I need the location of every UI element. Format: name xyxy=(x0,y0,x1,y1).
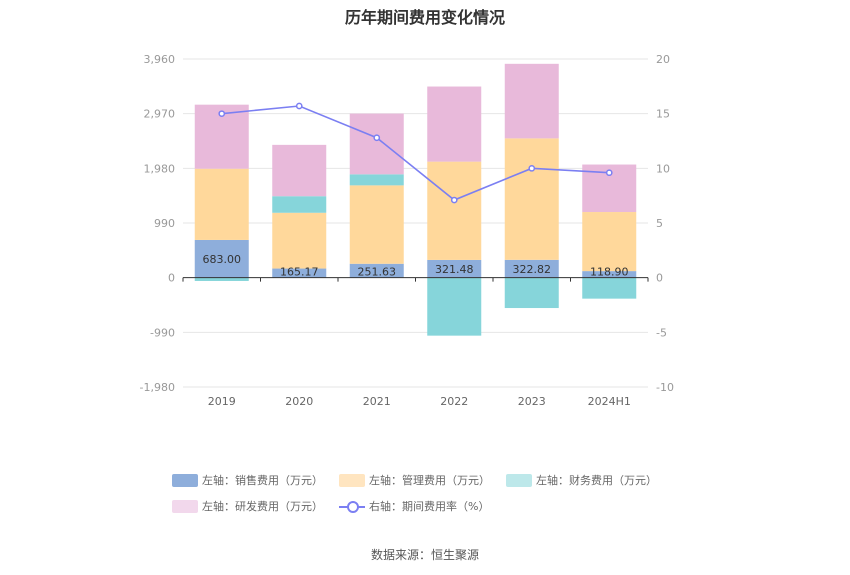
legend-label: 右轴：期间费用率（%） xyxy=(369,500,490,513)
legend-color-swatch xyxy=(172,473,198,487)
legend-label: 左轴：研发费用（万元） xyxy=(202,500,323,513)
right-axis-tick-label: 0 xyxy=(656,272,663,285)
right-axis-tick-label: 20 xyxy=(656,53,670,66)
legend-color-swatch xyxy=(506,473,532,487)
sales-expense-value-label: 321.48 xyxy=(435,263,474,276)
legend-label: 左轴：管理费用（万元） xyxy=(369,474,490,487)
legend-item[interactable]: 右轴：期间费用率（%） xyxy=(339,498,489,514)
x-axis-tick-label: 2019 xyxy=(208,395,236,408)
sales-expense-value-label: 165.17 xyxy=(280,266,319,279)
admin-expense-bar xyxy=(194,168,249,240)
expense-rate-point xyxy=(295,102,303,110)
legend-label: 左轴：财务费用（万元） xyxy=(536,474,657,487)
admin-expense-bar xyxy=(427,161,482,260)
left-axis-tick-label: 990 xyxy=(154,217,175,230)
sales-expense-value-label: 322.82 xyxy=(513,263,552,276)
right-axis-tick-label: 15 xyxy=(656,108,670,121)
finance-expense-bar xyxy=(349,174,404,186)
expense-rate-point xyxy=(218,110,226,118)
expense-rate-line xyxy=(221,105,610,201)
chart-title: 历年期间费用变化情况 xyxy=(344,8,505,27)
grid-lines xyxy=(183,58,648,388)
right-axis-tick-label: -5 xyxy=(656,326,667,339)
right-axis-tick-label: 5 xyxy=(656,217,663,230)
sales-expense-bar xyxy=(582,271,637,278)
expense-rate-point xyxy=(605,169,613,177)
finance-expense-bar xyxy=(582,277,637,299)
left-axis-tick-label: -990 xyxy=(150,326,175,339)
left-axis-tick-label: 3,960 xyxy=(144,53,176,66)
legend: 左轴：销售费用（万元） 左轴：管理费用（万元） 左轴：财务费用（万元） 左轴：研发费用… xyxy=(172,472,692,514)
finance-expense-bar xyxy=(272,196,327,213)
admin-expense-bar xyxy=(582,212,637,272)
finance-expense-bar xyxy=(194,277,249,281)
left-axis-tick-label: 0 xyxy=(168,272,175,285)
finance-expense-bar xyxy=(427,277,482,336)
expense-rate-point xyxy=(373,134,381,142)
zero-axis xyxy=(182,277,649,282)
left-axis-tick-label: 1,980 xyxy=(144,162,176,175)
rd-expense-bar xyxy=(272,144,327,197)
sales-expense-value-label: 118.90 xyxy=(590,266,629,279)
admin-expense-bar xyxy=(272,212,327,269)
sales-expense-bar xyxy=(504,259,559,278)
legend-item[interactable]: 左轴：研发费用（万元） xyxy=(172,498,323,514)
sales-expense-value-label: 251.63 xyxy=(358,266,397,279)
axis-tick-labels: 3,960 2,970 1,980 990 0 -990 -1,980 20 15 10 5 0 -5 -… xyxy=(140,53,674,408)
x-axis-tick-label: 2022 xyxy=(440,395,468,408)
x-axis-tick-label: 2020 xyxy=(285,395,313,408)
legend-line-swatch xyxy=(339,500,365,513)
rd-expense-bar xyxy=(504,63,559,139)
sales-expense-bar xyxy=(349,263,404,278)
sales-expense-value-label: 683.00 xyxy=(203,253,242,266)
sales-expense-bar xyxy=(272,268,327,278)
bar-layer xyxy=(194,63,637,336)
x-axis-tick-label: 2023 xyxy=(518,395,546,408)
rate-line-layer xyxy=(218,102,613,204)
x-axis-tick-label: 2021 xyxy=(363,395,391,408)
right-axis-tick-label: 10 xyxy=(656,162,670,175)
expense-rate-point xyxy=(450,196,458,204)
data-source: 数据来源：恒生聚源 xyxy=(370,548,479,562)
finance-expense-bar xyxy=(504,277,559,309)
sales-expense-bar xyxy=(194,239,249,278)
legend-color-swatch xyxy=(339,473,365,487)
admin-expense-bar xyxy=(504,138,559,260)
right-axis-tick-label: -10 xyxy=(656,381,674,394)
rd-expense-bar xyxy=(349,113,404,175)
left-axis-tick-label: -1,980 xyxy=(140,381,175,394)
bar-data-labels: 683.00 165.17 251.63 321.48 322.82 118.90 xyxy=(203,253,629,279)
admin-expense-bar xyxy=(349,185,404,264)
legend-color-swatch xyxy=(172,499,198,513)
expense-rate-point xyxy=(528,164,536,172)
legend-item[interactable]: 左轴：管理费用（万元） xyxy=(339,472,490,488)
left-axis-tick-label: 2,970 xyxy=(144,108,176,121)
x-axis-tick-label: 2024H1 xyxy=(588,395,631,408)
rd-expense-bar xyxy=(427,86,482,162)
sales-expense-bar xyxy=(427,259,482,278)
legend-item[interactable]: 左轴：销售费用（万元） xyxy=(172,472,323,488)
legend-label: 左轴：销售费用（万元） xyxy=(202,474,323,487)
legend-item[interactable]: 左轴：财务费用（万元） xyxy=(506,472,657,488)
